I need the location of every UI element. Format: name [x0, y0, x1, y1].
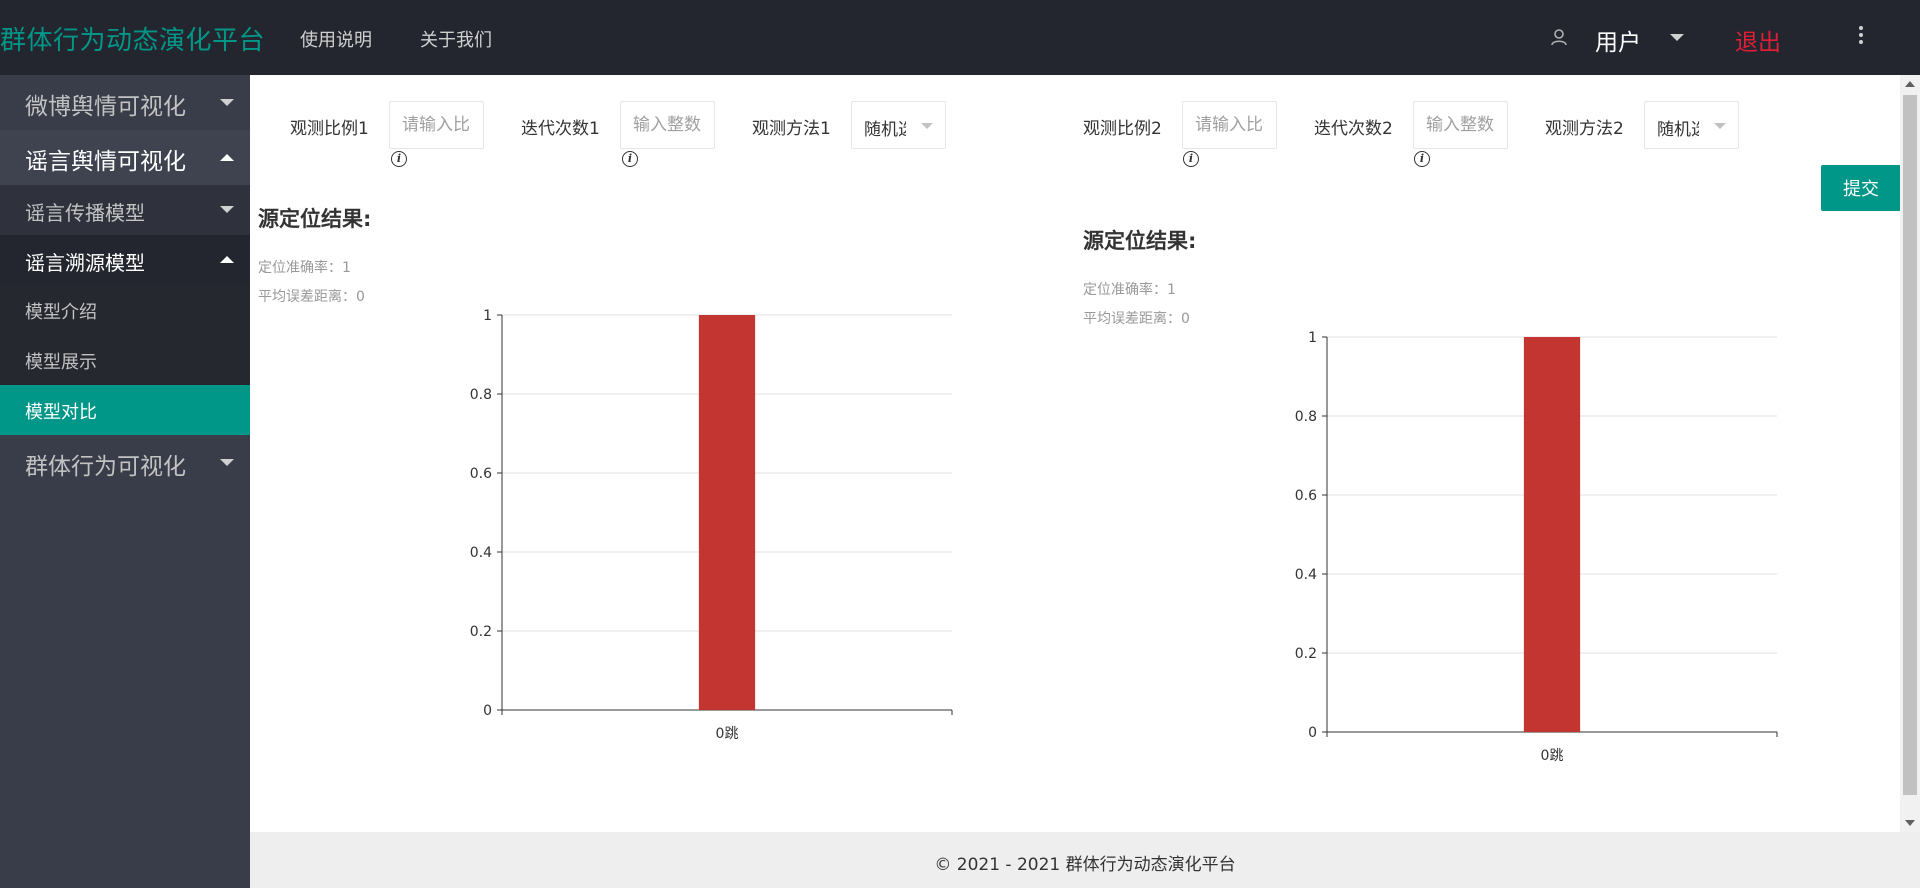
top-header: 群体行为动态演化平台 使用说明 关于我们 用户 退出: [0, 0, 1920, 75]
source-location-chart-1: 0 0.2 0.4 0.6 0.8 1 0跳: [440, 300, 1000, 760]
y-tick-label: 1: [1308, 330, 1317, 346]
chevron-down-icon: [220, 99, 234, 106]
iterations-1-label: 迭代次数1: [521, 119, 600, 139]
scroll-thumb[interactable]: [1903, 95, 1917, 795]
y-tick-label: 0: [483, 703, 492, 719]
result-2-accuracy: 定位准确率：1: [1083, 282, 1176, 298]
sidebar-item-model-compare[interactable]: 模型对比: [0, 385, 250, 435]
sidebar-item-label: 群体行为可视化: [25, 454, 186, 480]
iterations-2-label: 迭代次数2: [1314, 119, 1393, 139]
iterations-1-input[interactable]: [620, 101, 715, 149]
info-icon[interactable]: i: [391, 151, 407, 167]
chevron-up-icon: [220, 256, 234, 263]
result-1-accuracy: 定位准确率：1: [258, 260, 351, 276]
ratio-2-label: 观测比例2: [1083, 119, 1162, 139]
nav-about-us[interactable]: 关于我们: [420, 30, 492, 51]
sidebar-item-label: 谣言溯源模型: [25, 251, 145, 275]
bar-chart-svg: 0 0.2 0.4 0.6 0.8 1 0跳: [1295, 330, 1778, 764]
y-tick-label: 0.2: [470, 624, 492, 640]
user-menu-label[interactable]: 用户: [1595, 30, 1641, 56]
sidebar-item-label: 模型对比: [25, 402, 97, 423]
info-icon[interactable]: i: [1183, 151, 1199, 167]
sidebar-item-rumor-source-model[interactable]: 谣言溯源模型: [0, 235, 250, 285]
ratio-1-label: 观测比例1: [290, 119, 369, 139]
result-2-avg-error: 平均误差距离：0: [1083, 311, 1190, 327]
x-tick-label: 0跳: [716, 726, 739, 742]
bar: [698, 315, 756, 710]
method-1-label: 观测方法1: [752, 119, 831, 139]
main-content: [252, 75, 1900, 832]
result-1-title: 源定位结果:: [258, 207, 372, 231]
sidebar-item-group-behavior-visualization[interactable]: 群体行为可视化: [0, 435, 250, 490]
y-tick-label: 0.8: [470, 387, 492, 403]
scroll-up-icon[interactable]: [1905, 81, 1915, 87]
scroll-down-icon[interactable]: [1905, 820, 1915, 826]
x-tick-label: 0跳: [1541, 748, 1564, 764]
y-tick-label: 0.2: [1295, 646, 1317, 662]
sidebar-item-label: 谣言传播模型: [25, 201, 145, 225]
info-icon[interactable]: i: [622, 151, 638, 167]
result-2-title: 源定位结果:: [1083, 229, 1197, 253]
chevron-down-icon[interactable]: [1670, 34, 1684, 41]
info-icon[interactable]: i: [1414, 151, 1430, 167]
sidebar-item-rumor-propagation-model[interactable]: 谣言传播模型: [0, 185, 250, 235]
sidebar-item-weibo-visualization[interactable]: 微博舆情可视化: [0, 75, 250, 130]
method-2-selected: 随机选择: [1657, 120, 1699, 140]
chevron-down-icon: [921, 123, 933, 129]
sidebar-item-label: 谣言舆情可视化: [25, 149, 186, 175]
bar: [1523, 337, 1581, 732]
sidebar: 微博舆情可视化 谣言舆情可视化 谣言传播模型 谣言溯源模型 模型介绍 模型展示 …: [0, 75, 250, 888]
y-tick-label: 0.4: [1295, 567, 1317, 583]
more-menu-icon[interactable]: [1856, 26, 1866, 48]
sidebar-item-rumor-visualization[interactable]: 谣言舆情可视化: [0, 130, 250, 185]
iterations-2-input[interactable]: [1413, 101, 1508, 149]
chevron-up-icon: [220, 154, 234, 161]
result-1-avg-error: 平均误差距离：0: [258, 289, 365, 305]
method-2-label: 观测方法2: [1545, 119, 1624, 139]
user-icon[interactable]: [1549, 27, 1569, 47]
app-brand[interactable]: 群体行为动态演化平台: [0, 26, 266, 56]
method-2-select[interactable]: 随机选择: [1644, 101, 1739, 149]
copyright-text: © 2021 - 2021 群体行为动态演化平台: [934, 855, 1236, 875]
ratio-2-input[interactable]: [1182, 101, 1277, 149]
method-1-selected: 随机选择: [864, 120, 906, 140]
y-tick-label: 0.6: [1295, 488, 1317, 504]
y-tick-label: 1: [483, 308, 492, 324]
method-1-select[interactable]: 随机选择: [851, 101, 946, 149]
bar-chart-svg: 0 0.2 0.4 0.6 0.8 1 0跳: [470, 308, 953, 742]
nav-usage-guide[interactable]: 使用说明: [300, 30, 372, 51]
sidebar-item-label: 模型展示: [25, 352, 97, 373]
chevron-down-icon: [220, 206, 234, 213]
sidebar-item-model-intro[interactable]: 模型介绍: [0, 285, 250, 335]
y-tick-label: 0.8: [1295, 409, 1317, 425]
footer: © 2021 - 2021 群体行为动态演化平台: [250, 832, 1920, 888]
chevron-down-icon: [1714, 123, 1726, 129]
scrollbar[interactable]: [1900, 75, 1920, 832]
ratio-1-input[interactable]: [389, 101, 484, 149]
submit-button[interactable]: 提交: [1821, 165, 1901, 211]
y-tick-label: 0.4: [470, 545, 492, 561]
source-location-chart-2: 0 0.2 0.4 0.6 0.8 1 0跳: [1265, 322, 1825, 782]
y-tick-label: 0.6: [470, 466, 492, 482]
sidebar-item-label: 模型介绍: [25, 302, 97, 323]
chevron-down-icon: [220, 459, 234, 466]
sidebar-item-label: 微博舆情可视化: [25, 94, 186, 120]
y-tick-label: 0: [1308, 725, 1317, 741]
sidebar-item-model-display[interactable]: 模型展示: [0, 335, 250, 385]
logout-link[interactable]: 退出: [1735, 30, 1781, 56]
